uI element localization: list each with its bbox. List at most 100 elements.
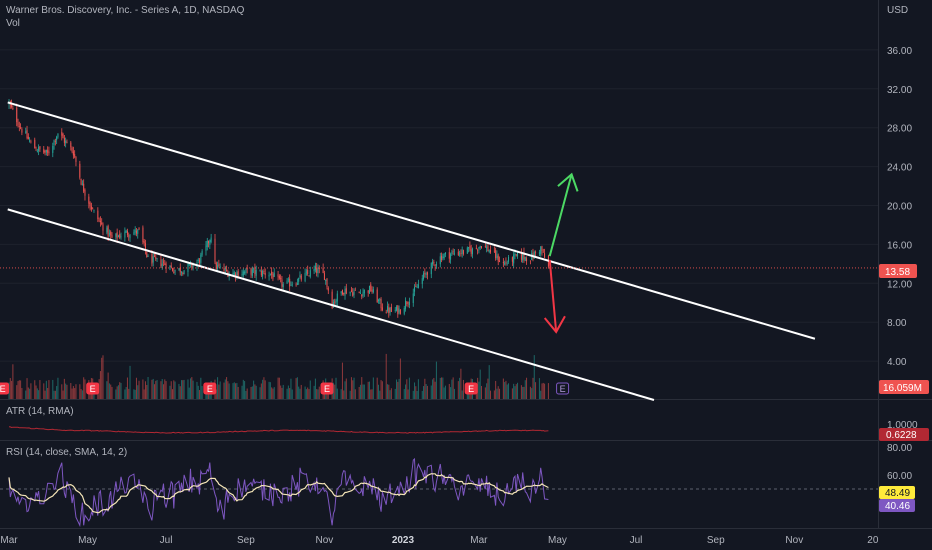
candle xyxy=(160,254,162,269)
candle xyxy=(489,245,492,254)
candle xyxy=(65,137,67,148)
volume-bar xyxy=(146,384,148,399)
volume-bar xyxy=(181,380,183,399)
candle xyxy=(461,246,463,258)
volume-bar xyxy=(341,362,343,399)
candle xyxy=(70,140,72,151)
candle xyxy=(295,282,297,287)
volume-bar xyxy=(508,383,510,399)
volume-bar xyxy=(232,383,234,399)
volume-bar xyxy=(162,384,165,399)
candle xyxy=(286,278,288,285)
volume-bar xyxy=(538,378,540,399)
volume-bar xyxy=(246,388,248,399)
candle xyxy=(444,252,446,258)
price-axis[interactable]: 4.00 8.00 12.00 16.00 20.00 24.00 28.00 32.00 36… xyxy=(887,46,912,368)
currency-label: USD xyxy=(887,5,908,16)
candle xyxy=(517,251,519,259)
candle xyxy=(398,305,400,315)
volume-bar xyxy=(397,381,399,399)
volume-bar xyxy=(144,381,146,399)
earnings-marker[interactable]: E xyxy=(320,382,334,395)
candle xyxy=(524,256,526,262)
candle xyxy=(470,244,472,257)
volume-bar xyxy=(403,389,405,399)
volume-bar xyxy=(307,387,309,399)
arrow-down[interactable] xyxy=(543,259,566,334)
volume-label: Vol xyxy=(6,18,20,29)
volume-bar xyxy=(196,381,198,399)
volume-bar xyxy=(101,357,103,399)
candle xyxy=(478,246,480,254)
candle xyxy=(264,268,266,279)
volume-bar xyxy=(394,388,396,399)
volume-bar xyxy=(379,390,381,399)
candle xyxy=(56,135,58,145)
candle xyxy=(144,239,146,255)
candle xyxy=(435,261,437,269)
volume-bar xyxy=(544,383,546,399)
volume-bar xyxy=(408,377,410,399)
volume-bar xyxy=(83,377,85,399)
volume-bar xyxy=(106,381,108,399)
volume-bar xyxy=(11,380,13,399)
volume-bar xyxy=(43,383,45,399)
earnings-marker[interactable]: E xyxy=(0,382,10,395)
svg-text:40.46: 40.46 xyxy=(885,501,910,512)
volume-bar xyxy=(531,388,533,399)
volume-bar xyxy=(336,388,338,399)
candle xyxy=(506,260,508,266)
candle xyxy=(119,230,121,240)
volume-bar xyxy=(526,377,528,399)
volume-bar xyxy=(178,383,180,399)
svg-text:E: E xyxy=(468,384,474,394)
volume-bar xyxy=(497,386,499,399)
volume-bar xyxy=(318,386,320,399)
candle xyxy=(169,265,171,271)
volume-bar xyxy=(108,383,110,399)
candle xyxy=(210,233,212,244)
candle xyxy=(183,269,185,275)
candle xyxy=(305,269,307,276)
earnings-marker[interactable]: E xyxy=(86,382,100,395)
volume-bar xyxy=(153,384,156,399)
candle xyxy=(273,268,275,278)
candle xyxy=(442,253,444,261)
candle xyxy=(468,246,470,253)
earnings-marker[interactable]: E xyxy=(203,382,217,395)
volume-bar xyxy=(488,365,490,399)
candle xyxy=(426,271,428,280)
candle xyxy=(298,277,300,285)
volume-bar xyxy=(182,380,184,399)
volume-bar xyxy=(353,377,355,399)
earnings-marker[interactable]: E xyxy=(556,382,570,395)
candle xyxy=(433,259,435,266)
candle xyxy=(425,271,427,279)
channel-upper-line[interactable] xyxy=(7,101,816,340)
candle xyxy=(376,287,378,303)
price-tick-0: 4.00 xyxy=(887,357,907,368)
channel-lower-line[interactable] xyxy=(7,208,655,401)
volume-bar xyxy=(489,390,492,399)
candle xyxy=(53,139,55,150)
volume-bar xyxy=(171,389,174,399)
volume-bar xyxy=(218,384,220,399)
volume-bar xyxy=(300,384,302,399)
volume-bar xyxy=(344,381,346,399)
volume-bar xyxy=(435,361,437,399)
time-axis[interactable]: Mar May Jul Sep Nov 2023 Mar May Jul Sep Nov 20 xyxy=(0,535,878,546)
arrow-up[interactable] xyxy=(548,172,579,257)
candle xyxy=(125,229,127,233)
volume-bar xyxy=(441,377,443,399)
candle xyxy=(479,245,481,251)
candle xyxy=(199,257,201,266)
earnings-marker[interactable]: E xyxy=(464,382,478,395)
candle xyxy=(407,301,409,308)
volume-bar xyxy=(386,384,389,399)
volume-bar xyxy=(396,379,398,399)
time-tick-10: Nov xyxy=(785,535,803,546)
candle xyxy=(362,288,364,298)
trend-drawings[interactable] xyxy=(0,101,878,401)
